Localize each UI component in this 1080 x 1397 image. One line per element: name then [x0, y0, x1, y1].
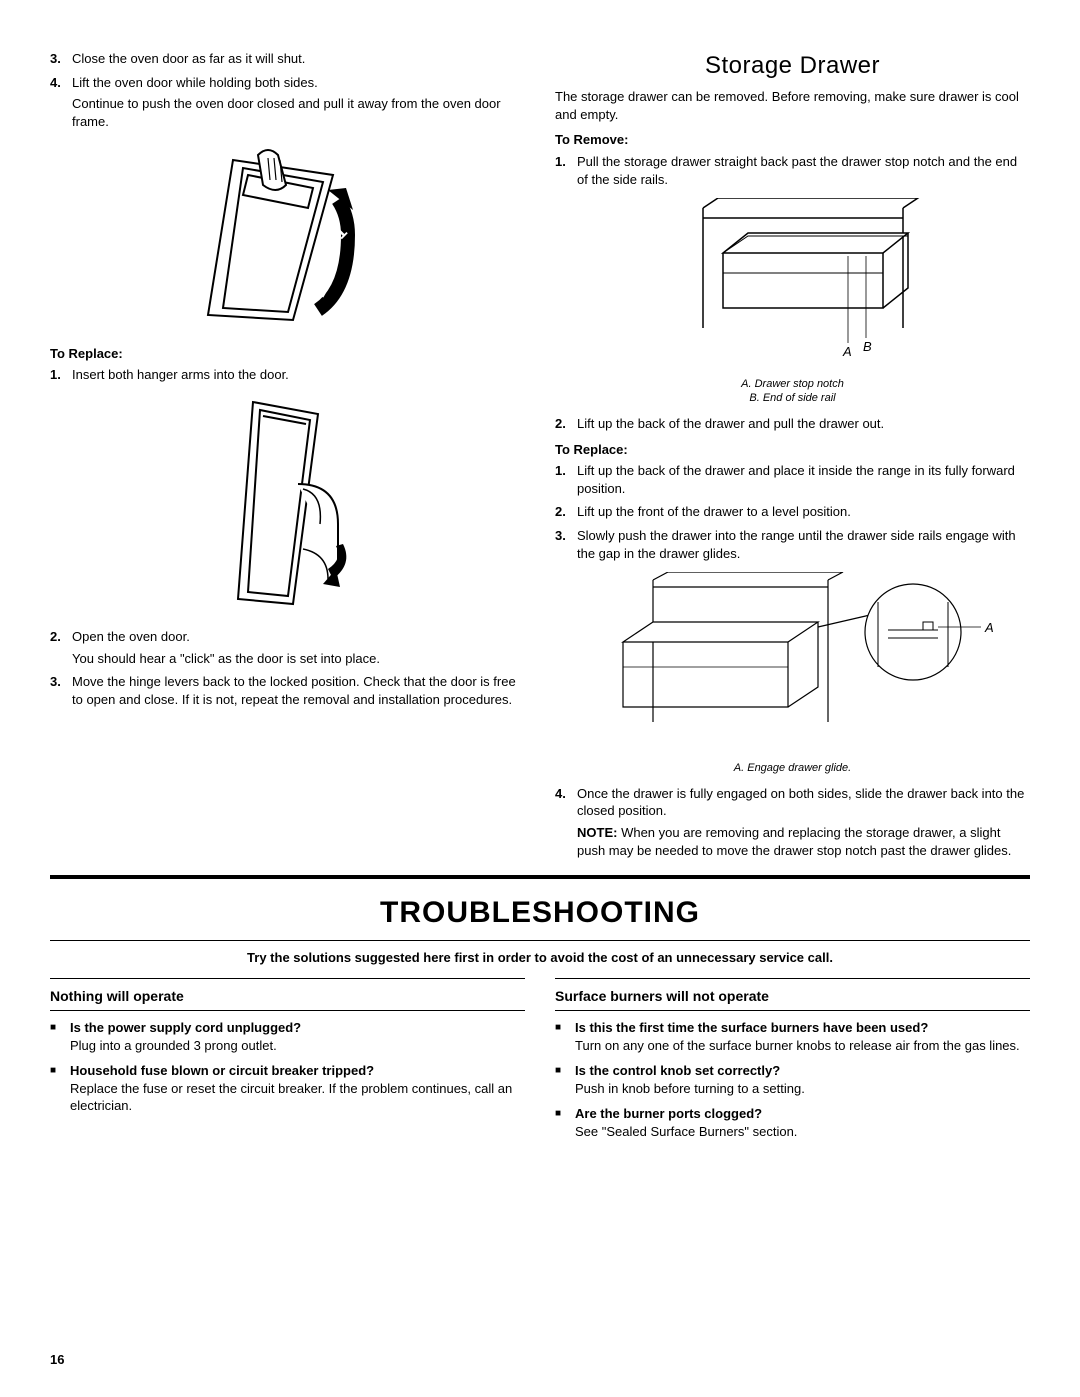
step-text: Lift up the front of the drawer to a lev…	[577, 503, 1030, 521]
right-replace-steps2: 4. Once the drawer is fully engaged on b…	[555, 785, 1030, 859]
step-text: Pull the storage drawer straight back pa…	[577, 153, 1030, 188]
left-column: 3. Close the oven door as far as it will…	[50, 50, 525, 865]
list-item: 1. Insert both hanger arms into the door…	[50, 366, 525, 384]
step-number: 2.	[555, 415, 577, 433]
fig-label-a: A	[842, 344, 852, 359]
fig-label-a2: A	[984, 620, 993, 635]
rule	[50, 1010, 525, 1011]
oven-door-lift-svg: 1 2	[198, 140, 378, 330]
list-item: 2. Open the oven door. You should hear a…	[50, 628, 525, 667]
rule	[555, 978, 1030, 979]
storage-drawer-title: Storage Drawer	[555, 50, 1030, 82]
square-bullet-icon: ■	[50, 1062, 70, 1115]
list-item: ■ Household fuse blown or circuit breake…	[50, 1062, 525, 1115]
list-item: 3. Close the oven door as far as it will…	[50, 50, 525, 68]
step-text: Open the oven door. You should hear a "c…	[72, 628, 525, 667]
rule	[555, 1010, 1030, 1011]
list-item: ■ Are the burner ports clogged? See "Sea…	[555, 1105, 1030, 1140]
troubleshooting-title: TROUBLESHOOTING	[50, 893, 1030, 934]
square-bullet-icon: ■	[555, 1062, 575, 1097]
step-text: Lift up the back of the drawer and place…	[577, 462, 1030, 497]
list-item: 4. Once the drawer is fully engaged on b…	[555, 785, 1030, 859]
section-rule-top	[50, 875, 1030, 879]
section-rule-under	[50, 940, 1030, 941]
figure-caption: A. Drawer stop notch B. End of side rail	[555, 377, 1030, 406]
list-item: 1. Lift up the back of the drawer and pl…	[555, 462, 1030, 497]
figure-drawer-remove: A B A. Drawer stop notch B. End of side …	[555, 198, 1030, 405]
left-steps-a: 3. Close the oven door as far as it will…	[50, 50, 525, 130]
drawer-glide-svg: A	[593, 572, 993, 752]
troubleshooting-intro: Try the solutions suggested here first i…	[50, 949, 1030, 967]
right-remove-steps: 1. Pull the storage drawer straight back…	[555, 153, 1030, 188]
figure-oven-door-lift: 1 2	[50, 140, 525, 335]
step-number: 4.	[50, 74, 72, 131]
nothing-will-operate-heading: Nothing will operate	[50, 987, 525, 1006]
surface-burners-heading: Surface burners will not operate	[555, 987, 1030, 1006]
list-item: ■ Is the control knob set correctly? Pus…	[555, 1062, 1030, 1097]
step-text: Slowly push the drawer into the range un…	[577, 527, 1030, 562]
step-number: 1.	[50, 366, 72, 384]
list-item: ■ Is this the first time the surface bur…	[555, 1019, 1030, 1054]
left-replace-steps: 1. Insert both hanger arms into the door…	[50, 366, 525, 384]
figure-drawer-glide: A A. Engage drawer glide.	[555, 572, 1030, 775]
insert-hanger-svg	[208, 394, 368, 614]
figure-insert-hanger	[50, 394, 525, 619]
list-item: 1. Pull the storage drawer straight back…	[555, 153, 1030, 188]
step-text: Move the hinge levers back to the locked…	[72, 673, 525, 708]
step-number: 1.	[555, 462, 577, 497]
trouble-right-list: ■ Is this the first time the surface bur…	[555, 1019, 1030, 1140]
square-bullet-icon: ■	[555, 1105, 575, 1140]
step-number: 2.	[555, 503, 577, 521]
upper-columns: 3. Close the oven door as far as it will…	[50, 50, 1030, 865]
trouble-left: Nothing will operate ■ Is the power supp…	[50, 974, 525, 1148]
step-text: Once the drawer is fully engaged on both…	[577, 785, 1030, 859]
left-replace-steps2: 2. Open the oven door. You should hear a…	[50, 628, 525, 708]
step-number: 3.	[50, 673, 72, 708]
step-text: Insert both hanger arms into the door.	[72, 366, 525, 384]
square-bullet-icon: ■	[50, 1019, 70, 1054]
list-item: 2. Lift up the front of the drawer to a …	[555, 503, 1030, 521]
right-replace-steps: 1. Lift up the back of the drawer and pl…	[555, 462, 1030, 562]
step-text: Close the oven door as far as it will sh…	[72, 50, 525, 68]
list-item: 4. Lift the oven door while holding both…	[50, 74, 525, 131]
step-text: Lift the oven door while holding both si…	[72, 74, 525, 131]
step-number: 1.	[555, 153, 577, 188]
step-number: 4.	[555, 785, 577, 859]
rule	[50, 978, 525, 979]
list-item: 2. Lift up the back of the drawer and pu…	[555, 415, 1030, 433]
to-remove-heading: To Remove:	[555, 131, 1030, 149]
list-item: 3. Slowly push the drawer into the range…	[555, 527, 1030, 562]
step-number: 3.	[50, 50, 72, 68]
troubleshooting-columns: Nothing will operate ■ Is the power supp…	[50, 974, 1030, 1148]
to-replace-heading: To Replace:	[50, 345, 525, 363]
square-bullet-icon: ■	[555, 1019, 575, 1054]
right-remove-steps2: 2. Lift up the back of the drawer and pu…	[555, 415, 1030, 433]
step-number: 3.	[555, 527, 577, 562]
right-column: Storage Drawer The storage drawer can be…	[555, 50, 1030, 865]
page-number: 16	[50, 1351, 64, 1369]
trouble-left-list: ■ Is the power supply cord unplugged? Pl…	[50, 1019, 525, 1115]
step-number: 2.	[50, 628, 72, 667]
drawer-remove-svg: A B	[648, 198, 938, 368]
trouble-right: Surface burners will not operate ■ Is th…	[555, 974, 1030, 1148]
figure-caption2: A. Engage drawer glide.	[555, 761, 1030, 775]
storage-drawer-intro: The storage drawer can be removed. Befor…	[555, 88, 1030, 123]
list-item: ■ Is the power supply cord unplugged? Pl…	[50, 1019, 525, 1054]
step-text: Lift up the back of the drawer and pull …	[577, 415, 1030, 433]
to-replace-heading-r: To Replace:	[555, 441, 1030, 459]
list-item: 3. Move the hinge levers back to the loc…	[50, 673, 525, 708]
fig-label-b: B	[863, 339, 872, 354]
